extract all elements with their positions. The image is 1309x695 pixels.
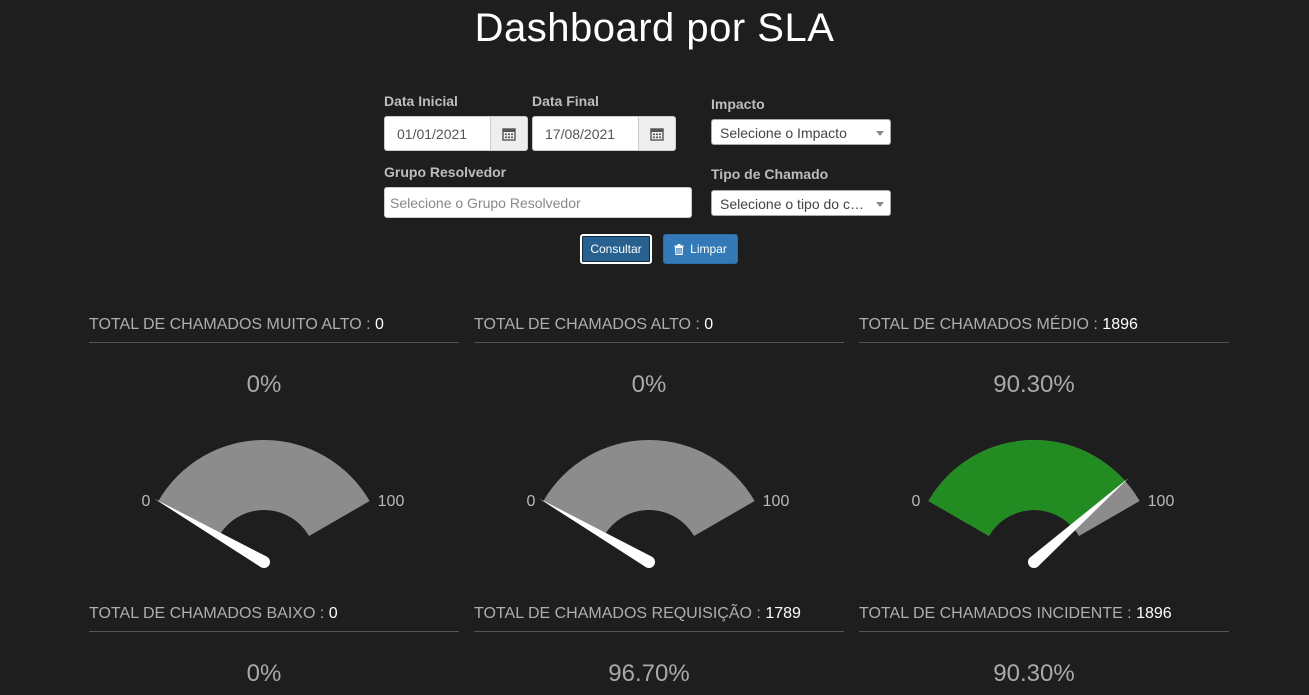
- card-title: TOTAL DE CHAMADOS INCIDENTE :: [859, 605, 1137, 622]
- card-title: TOTAL DE CHAMADOS MUITO ALTO :: [89, 316, 375, 333]
- gauge-chart-medio: 0 100: [911, 440, 1175, 568]
- card-count: 0: [374, 316, 384, 333]
- grupo-resolvedor-input[interactable]: [384, 187, 692, 218]
- gauge-min-label: 0: [526, 493, 535, 510]
- page-title: Dashboard por SLA: [474, 6, 835, 50]
- gauge-percent: 0%: [246, 660, 282, 687]
- gauge-needle-hub: [643, 556, 655, 568]
- gauge-chart-muito-alto: 0 100: [141, 440, 405, 568]
- gauge-needle: [539, 498, 652, 568]
- card-title: TOTAL DE CHAMADOS ALTO :: [474, 316, 705, 333]
- impacto-selected: Selecione o Impacto: [720, 125, 847, 141]
- gauge-needle: [154, 498, 267, 568]
- gauge-percent: 90.30%: [993, 660, 1075, 687]
- grupo-resolvedor-label: Grupo Resolvedor: [384, 164, 507, 180]
- card-header: TOTAL DE CHAMADOS MUITO ALTO : 0: [89, 314, 459, 343]
- gauge-percent: 0%: [246, 371, 282, 398]
- trash-icon: [674, 243, 684, 255]
- card-header: TOTAL DE CHAMADOS ALTO : 0: [474, 314, 844, 343]
- data-final-label: Data Final: [532, 93, 599, 109]
- card-count: 1896: [1136, 605, 1172, 622]
- impacto-label: Impacto: [711, 96, 765, 112]
- gauge-track: [158, 440, 370, 536]
- card-header: TOTAL DE CHAMADOS REQUISIÇÃO : 1789: [474, 603, 844, 632]
- chevron-down-icon: [876, 202, 884, 207]
- tipo-chamado-select[interactable]: Selecione o tipo do c…: [711, 190, 891, 216]
- card-count: 0: [328, 605, 338, 622]
- card-header: TOTAL DE CHAMADOS MÉDIO : 1896: [859, 314, 1229, 343]
- gauge-max-label: 100: [378, 493, 405, 510]
- gauge-fill: [928, 440, 1126, 536]
- gauge-card-muito-alto: TOTAL DE CHAMADOS MUITO ALTO : 0: [89, 314, 459, 343]
- impacto-select[interactable]: Selecione o Impacto: [711, 119, 891, 145]
- limpar-button[interactable]: Limpar: [663, 234, 738, 264]
- gauge-card-medio: TOTAL DE CHAMADOS MÉDIO : 1896: [859, 314, 1229, 343]
- calendar-icon[interactable]: [490, 117, 527, 150]
- gauge-max-label: 100: [763, 493, 790, 510]
- gauge-percent: 90.30%: [993, 371, 1075, 398]
- card-title: TOTAL DE CHAMADOS REQUISIÇÃO :: [474, 605, 766, 622]
- gauge-percent: 0%: [631, 371, 667, 398]
- gauge-needle-hub: [1028, 556, 1040, 568]
- card-count: 1789: [765, 605, 801, 622]
- card-header: TOTAL DE CHAMADOS BAIXO : 0: [89, 603, 459, 632]
- gauge-max-label: 100: [1148, 493, 1175, 510]
- chevron-down-icon: [876, 131, 884, 136]
- limpar-label: Limpar: [690, 242, 727, 256]
- data-final-input[interactable]: [533, 117, 638, 150]
- tipo-chamado-label: Tipo de Chamado: [711, 166, 829, 182]
- card-header: TOTAL DE CHAMADOS INCIDENTE : 1896: [859, 603, 1229, 632]
- gauge-card-baixo: TOTAL DE CHAMADOS BAIXO : 0: [89, 603, 459, 632]
- gauge-needle-hub: [258, 556, 270, 568]
- card-title: TOTAL DE CHAMADOS BAIXO :: [89, 605, 329, 622]
- card-title: TOTAL DE CHAMADOS MÉDIO :: [859, 316, 1103, 333]
- calendar-icon[interactable]: [638, 117, 675, 150]
- consultar-button[interactable]: Consultar: [580, 234, 652, 264]
- tipo-chamado-selected: Selecione o tipo do c…: [720, 196, 864, 212]
- data-final-group: [532, 116, 676, 151]
- card-count: 0: [704, 316, 714, 333]
- consultar-label: Consultar: [590, 242, 642, 256]
- gauge-percent: 96.70%: [608, 660, 690, 687]
- gauge-needle: [1030, 477, 1129, 567]
- gauge-min-label: 0: [911, 493, 920, 510]
- gauge-card-requisicao: TOTAL DE CHAMADOS REQUISIÇÃO : 1789: [474, 603, 844, 632]
- gauge-track: [543, 440, 755, 536]
- data-inicial-label: Data Inicial: [384, 93, 458, 109]
- gauge-card-incidente: TOTAL DE CHAMADOS INCIDENTE : 1896: [859, 603, 1229, 632]
- data-inicial-input[interactable]: [385, 117, 490, 150]
- gauge-chart-alto: 0 100: [526, 440, 790, 568]
- gauge-min-label: 0: [141, 493, 150, 510]
- gauge-card-alto: TOTAL DE CHAMADOS ALTO : 0: [474, 314, 844, 343]
- card-count: 1896: [1102, 316, 1138, 333]
- data-inicial-group: [384, 116, 528, 151]
